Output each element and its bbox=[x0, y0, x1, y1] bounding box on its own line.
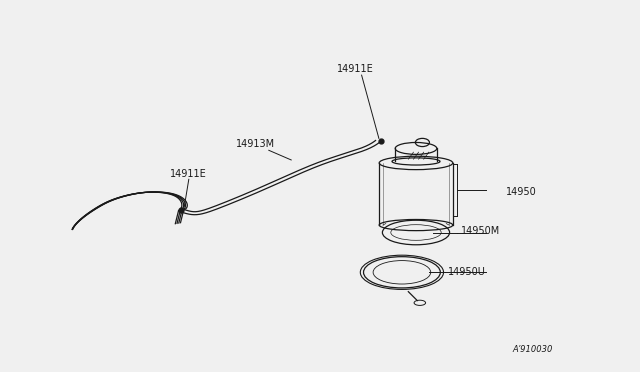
Text: 14950: 14950 bbox=[506, 187, 536, 197]
Text: 14911E: 14911E bbox=[170, 169, 207, 179]
Text: 14911E: 14911E bbox=[337, 64, 374, 74]
Text: 14950M: 14950M bbox=[461, 226, 500, 235]
Text: 14950U: 14950U bbox=[448, 267, 486, 276]
Text: Aʹ910030: Aʹ910030 bbox=[512, 345, 552, 354]
Text: 14913M: 14913M bbox=[236, 139, 276, 149]
